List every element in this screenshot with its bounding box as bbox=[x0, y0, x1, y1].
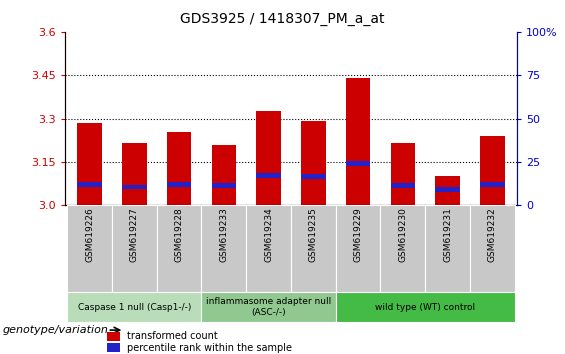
Bar bbox=[470, 205, 515, 292]
Text: transformed count: transformed count bbox=[127, 331, 218, 341]
Bar bbox=[390, 143, 415, 205]
Bar bbox=[336, 292, 515, 322]
Bar bbox=[346, 161, 371, 166]
Text: GSM619228: GSM619228 bbox=[175, 207, 184, 262]
Bar bbox=[211, 183, 236, 188]
Bar bbox=[67, 292, 202, 322]
Bar bbox=[246, 205, 291, 292]
Bar bbox=[480, 136, 505, 205]
Bar bbox=[112, 205, 157, 292]
Text: GSM619232: GSM619232 bbox=[488, 207, 497, 262]
Bar bbox=[346, 78, 371, 205]
Bar bbox=[77, 123, 102, 205]
Text: GSM619227: GSM619227 bbox=[130, 207, 139, 262]
Text: inflammasome adapter null
(ASC-/-): inflammasome adapter null (ASC-/-) bbox=[206, 297, 331, 317]
Bar bbox=[202, 292, 336, 322]
Bar bbox=[157, 205, 202, 292]
Bar bbox=[301, 121, 325, 205]
Bar bbox=[122, 143, 147, 205]
Text: wild type (WT) control: wild type (WT) control bbox=[375, 303, 475, 312]
Bar bbox=[167, 132, 192, 205]
Bar bbox=[77, 182, 102, 187]
Text: GDS3925 / 1418307_PM_a_at: GDS3925 / 1418307_PM_a_at bbox=[180, 12, 385, 27]
Text: Caspase 1 null (Casp1-/-): Caspase 1 null (Casp1-/-) bbox=[77, 303, 191, 312]
Bar bbox=[167, 182, 192, 187]
Bar bbox=[390, 183, 415, 188]
Bar bbox=[211, 144, 236, 205]
Bar bbox=[435, 176, 460, 205]
Bar bbox=[380, 205, 425, 292]
Text: GSM619230: GSM619230 bbox=[398, 207, 407, 262]
Bar bbox=[107, 343, 120, 353]
Bar bbox=[425, 205, 470, 292]
Bar bbox=[301, 175, 325, 179]
Text: GSM619233: GSM619233 bbox=[219, 207, 228, 262]
Bar bbox=[257, 112, 281, 205]
Bar bbox=[336, 205, 380, 292]
Text: GSM619234: GSM619234 bbox=[264, 207, 273, 262]
Text: GSM619226: GSM619226 bbox=[85, 207, 94, 262]
Text: GSM619229: GSM619229 bbox=[354, 207, 363, 262]
Text: GSM619235: GSM619235 bbox=[309, 207, 318, 262]
Text: GSM619231: GSM619231 bbox=[443, 207, 452, 262]
Text: genotype/variation: genotype/variation bbox=[3, 325, 108, 335]
Bar bbox=[257, 173, 281, 178]
Bar bbox=[435, 187, 460, 192]
Text: percentile rank within the sample: percentile rank within the sample bbox=[127, 343, 292, 353]
Bar bbox=[122, 184, 147, 189]
Bar bbox=[67, 205, 112, 292]
Bar bbox=[107, 332, 120, 341]
Bar bbox=[291, 205, 336, 292]
Bar bbox=[202, 205, 246, 292]
Bar bbox=[480, 182, 505, 187]
